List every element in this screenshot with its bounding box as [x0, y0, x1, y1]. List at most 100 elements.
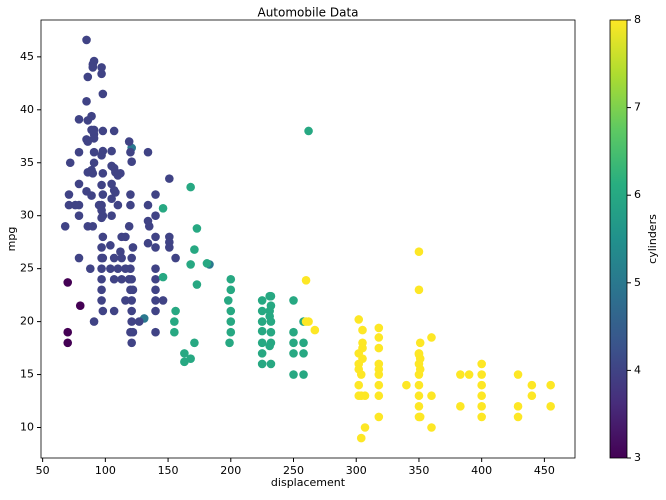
- x-tick-label: 200: [220, 464, 241, 477]
- point: [83, 72, 93, 82]
- point: [289, 349, 298, 358]
- point: [97, 264, 106, 273]
- point: [151, 327, 160, 337]
- point: [88, 63, 98, 72]
- point: [374, 343, 384, 353]
- x-tick-label: 400: [471, 464, 492, 477]
- point: [546, 380, 555, 390]
- point: [151, 232, 160, 242]
- point: [127, 157, 136, 166]
- point: [143, 147, 153, 157]
- point: [299, 349, 308, 358]
- colorbar-label: cylinders: [646, 214, 659, 264]
- point: [374, 380, 384, 390]
- point: [358, 325, 367, 335]
- point: [456, 402, 465, 411]
- point: [98, 306, 108, 316]
- point: [427, 423, 436, 432]
- point: [266, 301, 276, 311]
- point: [192, 224, 202, 233]
- point: [414, 350, 424, 359]
- plot-frame: [40, 19, 576, 459]
- point: [360, 391, 370, 401]
- point: [226, 327, 236, 337]
- point: [107, 211, 116, 221]
- point: [98, 253, 108, 263]
- point: [106, 241, 115, 250]
- point: [126, 200, 135, 210]
- point: [354, 380, 364, 390]
- point: [113, 171, 123, 180]
- point: [127, 338, 136, 348]
- point: [89, 147, 99, 157]
- point: [151, 306, 160, 316]
- point: [109, 306, 119, 316]
- point: [109, 253, 119, 263]
- point: [165, 174, 174, 183]
- point: [124, 274, 134, 284]
- point: [97, 180, 106, 190]
- point: [116, 247, 125, 257]
- point: [97, 213, 106, 223]
- point: [266, 327, 276, 337]
- point: [98, 89, 108, 99]
- y-tick-label: 10: [20, 421, 34, 434]
- point: [513, 370, 523, 379]
- point: [257, 349, 267, 358]
- point: [70, 200, 80, 210]
- point: [97, 151, 106, 160]
- point: [415, 338, 425, 348]
- point: [304, 126, 313, 136]
- point: [97, 63, 106, 72]
- point: [143, 200, 153, 210]
- point: [98, 190, 108, 199]
- point: [126, 147, 135, 157]
- point: [257, 359, 267, 369]
- point: [97, 69, 106, 79]
- colorbar-tick-label: 8: [634, 13, 641, 26]
- point: [107, 146, 116, 156]
- point: [427, 391, 436, 401]
- point: [374, 333, 384, 342]
- point: [127, 306, 136, 316]
- point: [97, 243, 106, 252]
- point: [89, 317, 99, 326]
- y-tick-label: 15: [20, 368, 34, 381]
- x-tick-label: 300: [346, 464, 367, 477]
- y-axis-label: mpg: [5, 227, 18, 252]
- point: [171, 306, 180, 316]
- point: [257, 326, 267, 336]
- point: [74, 115, 84, 124]
- chart-title: Automobile Data: [257, 6, 358, 20]
- point: [127, 317, 136, 326]
- point: [151, 243, 160, 252]
- point: [289, 370, 298, 379]
- point: [414, 391, 424, 401]
- point: [360, 423, 370, 432]
- point: [121, 296, 130, 305]
- point: [126, 190, 135, 199]
- point: [121, 264, 130, 273]
- point: [97, 296, 106, 305]
- point: [170, 327, 179, 337]
- x-tick-label: 100: [95, 464, 116, 477]
- y-tick-label: 45: [20, 50, 34, 63]
- point: [546, 402, 555, 411]
- point: [74, 179, 84, 189]
- point: [143, 238, 153, 248]
- point: [107, 194, 116, 204]
- x-tick-label: 150: [158, 464, 179, 477]
- point: [127, 296, 136, 305]
- point: [299, 370, 308, 379]
- point: [223, 296, 233, 305]
- point: [89, 158, 99, 168]
- point: [186, 260, 195, 269]
- point: [513, 402, 523, 411]
- point: [65, 158, 75, 168]
- point: [192, 280, 202, 289]
- point: [98, 126, 108, 136]
- point: [513, 412, 523, 422]
- point: [456, 370, 465, 379]
- point: [527, 391, 537, 401]
- point: [88, 169, 98, 178]
